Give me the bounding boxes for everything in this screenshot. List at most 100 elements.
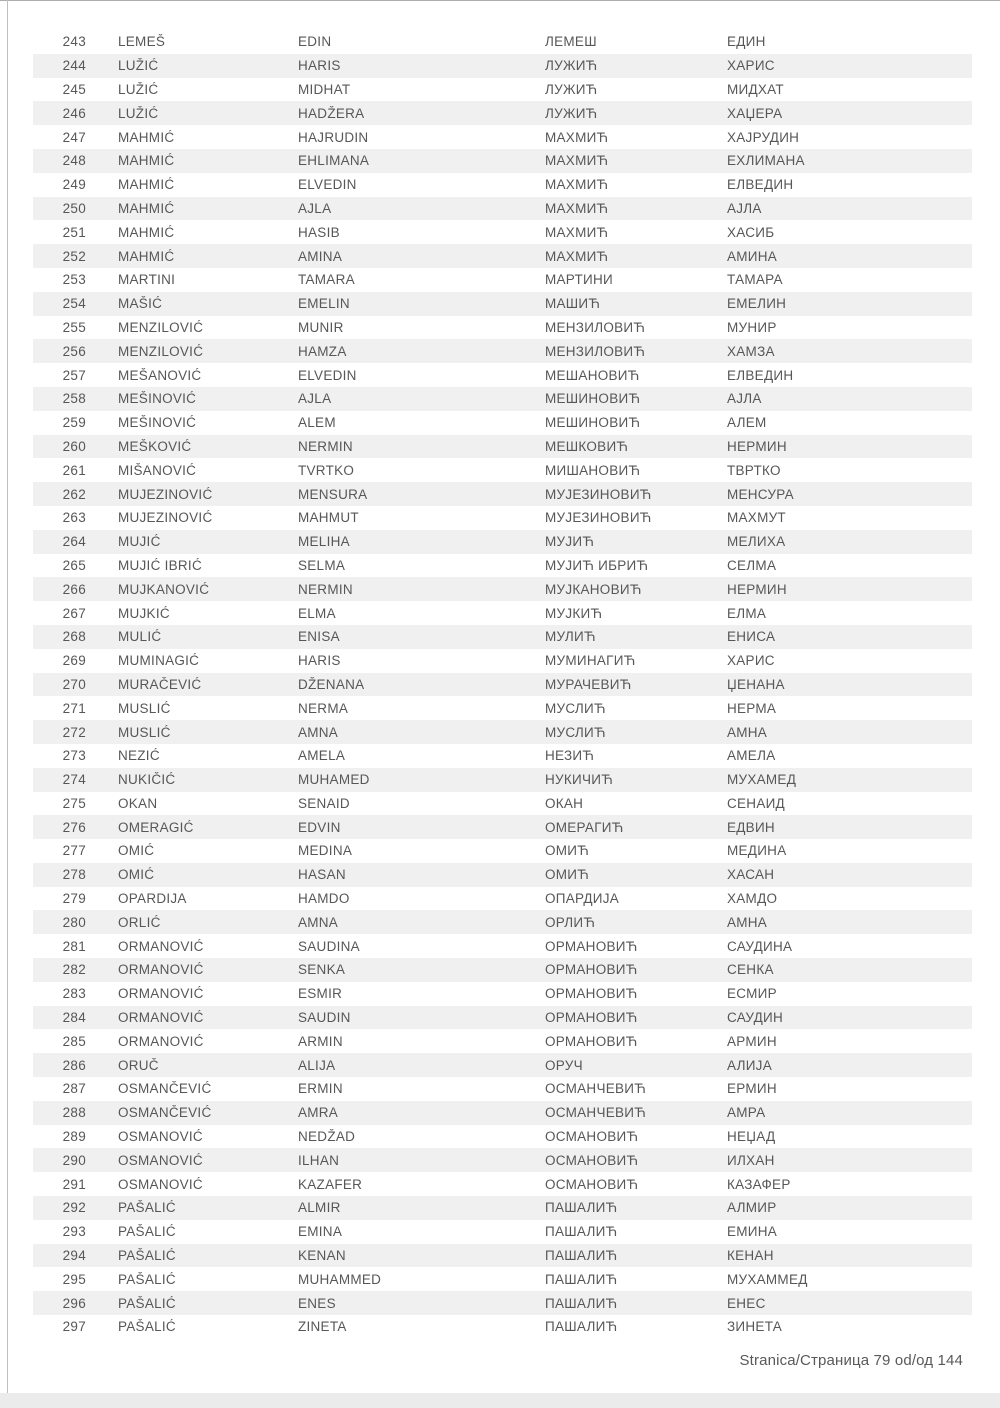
- row-number-cell: 269: [62, 653, 86, 669]
- row-number-cell: 254: [62, 296, 86, 312]
- surname-latin-cell: MUJIĆ IBRIĆ: [118, 557, 202, 573]
- surname-latin-cell: LEMEŠ: [118, 34, 166, 50]
- surname-cyrillic-cell: МАХМИЋ: [545, 248, 609, 264]
- table-row: 294 PAŠALIĆ KENAN ПАШАЛИЋ КЕНАН: [33, 1243, 972, 1268]
- surname-cyrillic-cell: МАРТИНИ: [545, 272, 613, 288]
- row-number-cell: 264: [62, 534, 86, 550]
- table-row: 278 OMIĆ HASAN ОМИЋ ХАСАН: [33, 862, 972, 887]
- given-name-cyrillic-cell: ЕЛВЕДИН: [727, 177, 794, 193]
- table-row: 293 PAŠALIĆ EMINA ПАШАЛИЋ ЕМИНА: [33, 1220, 972, 1244]
- page-number-indicator: Stranica/Страница 79 od/од 144: [739, 1352, 963, 1369]
- table-row: 256 MENZILOVIĆ HAMZA МЕНЗИЛОВИЋ ХАМЗА: [33, 339, 972, 364]
- surname-cyrillic-cell: ОРМАНОВИЋ: [545, 1010, 638, 1026]
- table-row: 249 MAHMIĆ ELVEDIN МАХМИЋ ЕЛВЕДИН: [33, 173, 972, 197]
- surname-cyrillic-cell: ЛУЖИЋ: [545, 81, 598, 97]
- surname-latin-cell: PAŠALIĆ: [118, 1271, 176, 1287]
- given-name-cyrillic-cell: ЕДВИН: [727, 819, 775, 835]
- row-number-cell: 257: [62, 367, 86, 383]
- surname-cyrillic-cell: ОПАРДИЈА: [545, 891, 620, 907]
- row-number-cell: 282: [62, 962, 86, 978]
- row-number-cell: 277: [62, 843, 86, 859]
- surname-latin-cell: OSMANČEVIĆ: [118, 1081, 212, 1097]
- surname-latin-cell: OSMANOVIĆ: [118, 1152, 203, 1168]
- table-row: 291 OSMANOVIĆ KAZAFER ОСМАНОВИЋ КАЗАФЕР: [33, 1172, 972, 1196]
- table-row: 277 OMIĆ MEDINA ОМИЋ МЕДИНА: [33, 839, 972, 863]
- given-name-latin-cell: AMRA: [298, 1105, 339, 1121]
- given-name-latin-cell: SENAID: [298, 795, 350, 811]
- given-name-cyrillic-cell: САУДИНА: [727, 938, 793, 954]
- given-name-latin-cell: ARMIN: [298, 1033, 343, 1049]
- surname-cyrillic-cell: МЕШКОВИЋ: [545, 438, 629, 454]
- row-number-cell: 274: [62, 772, 86, 788]
- given-name-latin-cell: NERMIN: [298, 581, 353, 597]
- given-name-cyrillic-cell: НЕЏАД: [727, 1129, 776, 1145]
- table-row: 286 ORUČ ALIJA ОРУЧ АЛИЈА: [33, 1053, 972, 1078]
- surname-latin-cell: PAŠALIĆ: [118, 1248, 176, 1264]
- given-name-cyrillic-cell: АЛИЈА: [727, 1057, 772, 1073]
- surname-latin-cell: OMERAGIĆ: [118, 819, 194, 835]
- surname-cyrillic-cell: МАШИЋ: [545, 296, 601, 312]
- given-name-cyrillic-cell: АМЕЛА: [727, 748, 776, 764]
- given-name-latin-cell: NERMIN: [298, 438, 353, 454]
- given-name-latin-cell: HADŽERA: [298, 105, 365, 121]
- given-name-cyrillic-cell: АМРА: [727, 1105, 766, 1121]
- surname-cyrillic-cell: МУМИНАГИЋ: [545, 653, 636, 669]
- table-row: 245 LUŽIĆ MIDHAT ЛУЖИЋ МИДХАТ: [33, 78, 972, 102]
- row-number-cell: 256: [62, 343, 86, 359]
- given-name-cyrillic-cell: ТВРТКО: [727, 462, 781, 478]
- surname-cyrillic-cell: ОСМАНОВИЋ: [545, 1129, 639, 1145]
- surname-cyrillic-cell: МАХМИЋ: [545, 224, 609, 240]
- given-name-latin-cell: EHLIMANA: [298, 153, 370, 169]
- table-row: 297 PAŠALIĆ ZINETA ПАШАЛИЋ ЗИНЕТА: [33, 1315, 972, 1339]
- row-number-cell: 248: [62, 153, 86, 169]
- given-name-cyrillic-cell: НЕРМА: [727, 700, 777, 716]
- given-name-latin-cell: DŽENANA: [298, 676, 365, 692]
- surname-latin-cell: MIŠANOVIĆ: [118, 462, 197, 478]
- given-name-latin-cell: TVRTKO: [298, 462, 355, 478]
- page-left-edge-line: [7, 0, 8, 1394]
- given-name-latin-cell: KAZAFER: [298, 1176, 363, 1192]
- given-name-latin-cell: ALIJA: [298, 1057, 336, 1073]
- given-name-cyrillic-cell: ЕРМИН: [727, 1081, 777, 1097]
- table-row: 257 MEŠANOVIĆ ELVEDIN МЕШАНОВИЋ ЕЛВЕДИН: [33, 363, 972, 387]
- table-row: 259 MEŠINOVIĆ ALEM МЕШИНОВИЋ АЛЕМ: [33, 411, 972, 435]
- row-number-cell: 292: [62, 1200, 86, 1216]
- given-name-cyrillic-cell: ЕНИСА: [727, 629, 776, 645]
- row-number-cell: 275: [62, 795, 86, 811]
- given-name-latin-cell: HAJRUDIN: [298, 129, 369, 145]
- table-row: 285 ORMANOVIĆ ARMIN ОРМАНОВИЋ АРМИН: [33, 1029, 972, 1053]
- surname-latin-cell: MUJEZINOVIĆ: [118, 486, 213, 502]
- surname-latin-cell: MEŠKOVIĆ: [118, 438, 192, 454]
- row-number-cell: 259: [62, 415, 86, 431]
- given-name-cyrillic-cell: АЈЛА: [727, 200, 762, 216]
- surname-latin-cell: MARTINI: [118, 272, 176, 288]
- surname-cyrillic-cell: ОРМАНОВИЋ: [545, 986, 638, 1002]
- surname-latin-cell: ORMANOVIĆ: [118, 1033, 204, 1049]
- table-row: 274 NUKIČIĆ MUHAMED НУКИЧИЋ МУХАМЕД: [33, 767, 972, 792]
- surname-latin-cell: PAŠALIĆ: [118, 1295, 176, 1311]
- surname-latin-cell: MAHMIĆ: [118, 129, 175, 145]
- table-row: 251 MAHMIĆ HASIB МАХМИЋ ХАСИБ: [33, 220, 972, 244]
- surname-cyrillic-cell: НЕЗИЋ: [545, 748, 595, 764]
- table-row: 290 OSMANOVIĆ ILHAN ОСМАНОВИЋ ИЛХАН: [33, 1148, 972, 1173]
- table-row: 270 MURAČEVIĆ DŽENANA МУРАЧЕВИЋ ЏЕНАНА: [33, 672, 972, 697]
- given-name-latin-cell: AJLA: [298, 391, 332, 407]
- surname-cyrillic-cell: ОРМАНОВИЋ: [545, 938, 638, 954]
- given-name-latin-cell: ZINETA: [298, 1319, 347, 1335]
- page-bottom-strip: [0, 1393, 1000, 1408]
- surname-cyrillic-cell: ПАШАЛИЋ: [545, 1271, 618, 1287]
- row-number-cell: 258: [62, 391, 86, 407]
- given-name-latin-cell: ERMIN: [298, 1081, 343, 1097]
- surname-cyrillic-cell: МАХМИЋ: [545, 200, 609, 216]
- surname-cyrillic-cell: МУЈКАНОВИЋ: [545, 581, 642, 597]
- table-row: 260 MEŠKOVIĆ NERMIN МЕШКОВИЋ НЕРМИН: [33, 434, 972, 459]
- surname-latin-cell: MEŠINOVIĆ: [118, 391, 197, 407]
- given-name-latin-cell: ALEM: [298, 415, 336, 431]
- given-name-cyrillic-cell: ИЛХАН: [727, 1152, 775, 1168]
- surname-latin-cell: NUKIČIĆ: [118, 772, 176, 788]
- given-name-latin-cell: TAMARA: [298, 272, 355, 288]
- given-name-cyrillic-cell: СЕНАИД: [727, 795, 785, 811]
- given-name-cyrillic-cell: ЕЛМА: [727, 605, 767, 621]
- surname-latin-cell: MENZILOVIĆ: [118, 319, 204, 335]
- row-number-cell: 290: [62, 1152, 86, 1168]
